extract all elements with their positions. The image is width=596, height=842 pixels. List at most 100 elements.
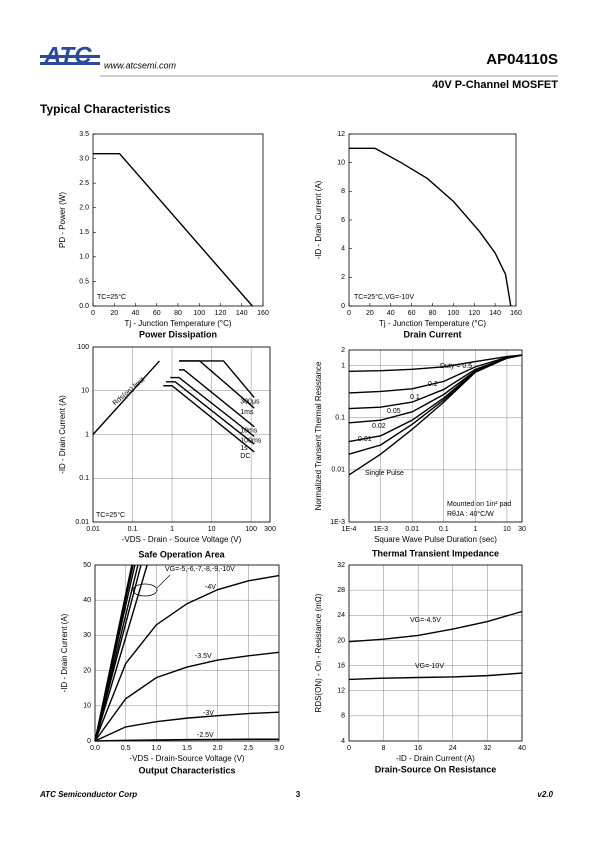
x-tick-label: 0.1 xyxy=(439,526,449,533)
x-tick-label: 3.0 xyxy=(274,745,284,752)
y-axis-label: Normalized Transient Thermal Resistance xyxy=(314,361,323,510)
annotation: RθJA : 40°C/W xyxy=(447,510,494,518)
logo-bar xyxy=(40,55,100,58)
y-tick-label: 0.01 xyxy=(331,467,345,474)
y-tick-label: 0.01 xyxy=(75,519,89,526)
series-label: -3V xyxy=(203,710,214,717)
chart-title: Output Characteristics xyxy=(138,765,235,775)
x-tick-label: 100 xyxy=(245,526,257,533)
y-tick-label: 24 xyxy=(337,612,345,619)
x-tick-label: 2.5 xyxy=(243,745,253,752)
y-axis-label: PD - Power (W) xyxy=(58,192,67,248)
chart-title: Thermal Transient Impedance xyxy=(372,548,499,558)
series-line xyxy=(92,360,160,435)
section-title: Typical Characteristics xyxy=(40,102,171,116)
y-tick-label: 30 xyxy=(83,632,91,639)
series-line xyxy=(348,354,523,424)
y-tick-label: 32 xyxy=(337,562,345,569)
x-tick-label: 100 xyxy=(448,310,460,317)
plot-frame xyxy=(92,133,264,307)
subtitle: 40V P-Channel MOSFET xyxy=(432,79,558,91)
x-axis-label: -VDS - Drain - Source Voltage (V) xyxy=(122,535,242,544)
series-line xyxy=(179,360,255,398)
series-line xyxy=(163,385,255,453)
x-tick-label: 120 xyxy=(215,310,227,317)
plot-frame xyxy=(348,349,523,523)
series-label: -4V xyxy=(205,584,216,591)
series-label: VG=-4.5V xyxy=(410,617,441,624)
y-tick-label: 0.5 xyxy=(79,278,89,285)
x-tick-label: 0.01 xyxy=(86,526,100,533)
series-label: -3.5V xyxy=(195,653,212,660)
logo-text: ATC xyxy=(43,42,92,69)
x-tick-label: 0 xyxy=(347,745,351,752)
y-tick-label: 0.1 xyxy=(335,415,345,422)
chart-title: Drain Current xyxy=(403,329,461,339)
x-tick-label: 140 xyxy=(489,310,501,317)
y-tick-label: 10 xyxy=(83,703,91,710)
curve-group-ring xyxy=(132,583,158,597)
x-tick-label: 60 xyxy=(408,310,416,317)
x-tick-label: 40 xyxy=(387,310,395,317)
x-tick-label: 80 xyxy=(429,310,437,317)
y-tick-label: 0.0 xyxy=(79,303,89,310)
y-tick-label: 1 xyxy=(341,363,345,370)
x-tick-label: 160 xyxy=(510,310,522,317)
x-tick-label: 1E-3 xyxy=(373,526,388,533)
series-label: VG=-10V xyxy=(415,663,444,670)
y-tick-label: 12 xyxy=(337,688,345,695)
x-tick-label: 120 xyxy=(468,310,480,317)
x-tick-label: 0.5 xyxy=(121,745,131,752)
y-tick-label: 1 xyxy=(85,431,89,438)
x-tick-label: 1 xyxy=(170,526,174,533)
series-label: 0.01 xyxy=(358,436,372,443)
y-tick-label: 0 xyxy=(87,738,91,745)
series-line xyxy=(348,610,523,643)
x-tick-label: 8 xyxy=(382,745,386,752)
annotation: VG=-5,-6,-7,-8,-9,-10V xyxy=(165,566,235,573)
y-tick-label: 4 xyxy=(341,246,345,253)
series-line xyxy=(179,369,255,428)
y-tick-label: 2 xyxy=(341,274,345,281)
series-label: 1s xyxy=(240,445,248,452)
x-axis-label: -ID - Drain Current (A) xyxy=(396,754,475,763)
x-tick-label: 32 xyxy=(484,745,492,752)
plot-frame xyxy=(348,564,523,742)
url: www.atcsemi.com xyxy=(104,60,177,70)
series-label: 0.1 xyxy=(410,394,420,401)
page-number: 3 xyxy=(296,790,301,799)
y-tick-label: 0.1 xyxy=(79,475,89,482)
y-tick-label: 3.5 xyxy=(79,131,89,138)
series-line xyxy=(94,651,280,742)
x-tick-label: 40 xyxy=(518,745,526,752)
series-label: -2.5V xyxy=(197,732,214,739)
x-tick-label: 2.0 xyxy=(213,745,223,752)
y-tick-label: 3.0 xyxy=(79,155,89,162)
x-tick-label: 80 xyxy=(174,310,182,317)
series-line xyxy=(348,354,523,394)
x-tick-label: 0.0 xyxy=(90,745,100,752)
series-line xyxy=(93,152,253,307)
y-axis-label: -ID - Drain Current (A) xyxy=(314,180,323,259)
x-tick-label: 60 xyxy=(153,310,161,317)
series-line xyxy=(348,672,523,681)
footer-company: ATC Semiconductor Corp xyxy=(39,790,137,799)
series-label: 1ms xyxy=(240,409,254,416)
y-tick-label: 28 xyxy=(337,587,345,594)
y-tick-label: 2 xyxy=(341,347,345,354)
y-tick-label: 8 xyxy=(341,188,345,195)
x-tick-label: 30 xyxy=(518,526,526,533)
series-line xyxy=(348,354,523,373)
y-tick-label: 40 xyxy=(83,597,91,604)
y-tick-label: 0 xyxy=(341,303,345,310)
x-tick-label: 20 xyxy=(366,310,374,317)
series-label: Single Pulse xyxy=(365,470,404,477)
y-tick-label: 1.5 xyxy=(79,229,89,236)
series-line xyxy=(94,574,280,742)
chart-title: Safe Operation Area xyxy=(138,549,225,559)
y-tick-label: 20 xyxy=(83,667,91,674)
y-tick-label: 16 xyxy=(337,662,345,669)
series-line xyxy=(94,564,148,742)
annotation: TC=25°C xyxy=(96,511,125,519)
x-tick-label: 10 xyxy=(208,526,216,533)
